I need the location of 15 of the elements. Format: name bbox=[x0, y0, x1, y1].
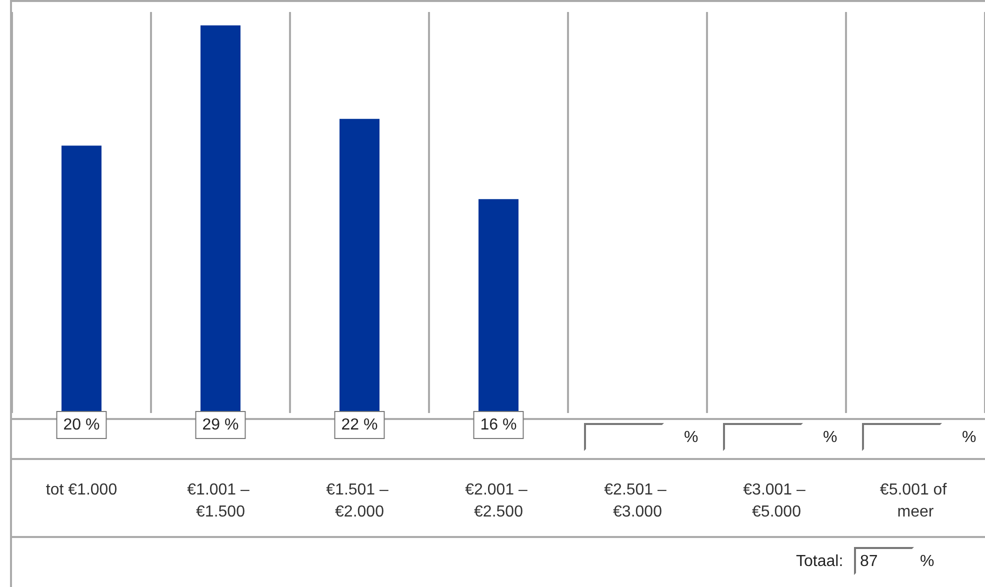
text: % bbox=[684, 429, 698, 446]
x-tick-label: €5.001 of meer bbox=[880, 482, 952, 520]
text: % bbox=[823, 429, 838, 446]
x-tick-label: €2.001 – €2.500 bbox=[465, 482, 532, 520]
data-label: 29 % bbox=[202, 416, 239, 434]
text: Totaal: 87 % bbox=[796, 553, 934, 570]
x-tick-label: €2.501 – €3.000 bbox=[604, 482, 671, 520]
data-label: 16 % bbox=[480, 416, 517, 434]
data-label: 22 % bbox=[341, 416, 378, 434]
x-tick-label: €1.001 – €1.500 bbox=[187, 482, 254, 520]
text: % bbox=[962, 429, 976, 446]
x-tick-label: tot €1.000 bbox=[46, 482, 118, 498]
x-tick-label: €1.501 – €2.000 bbox=[326, 482, 393, 520]
x-tick-label: €3.001 – €5.000 bbox=[743, 482, 810, 520]
data-label: 20 % bbox=[63, 416, 100, 434]
